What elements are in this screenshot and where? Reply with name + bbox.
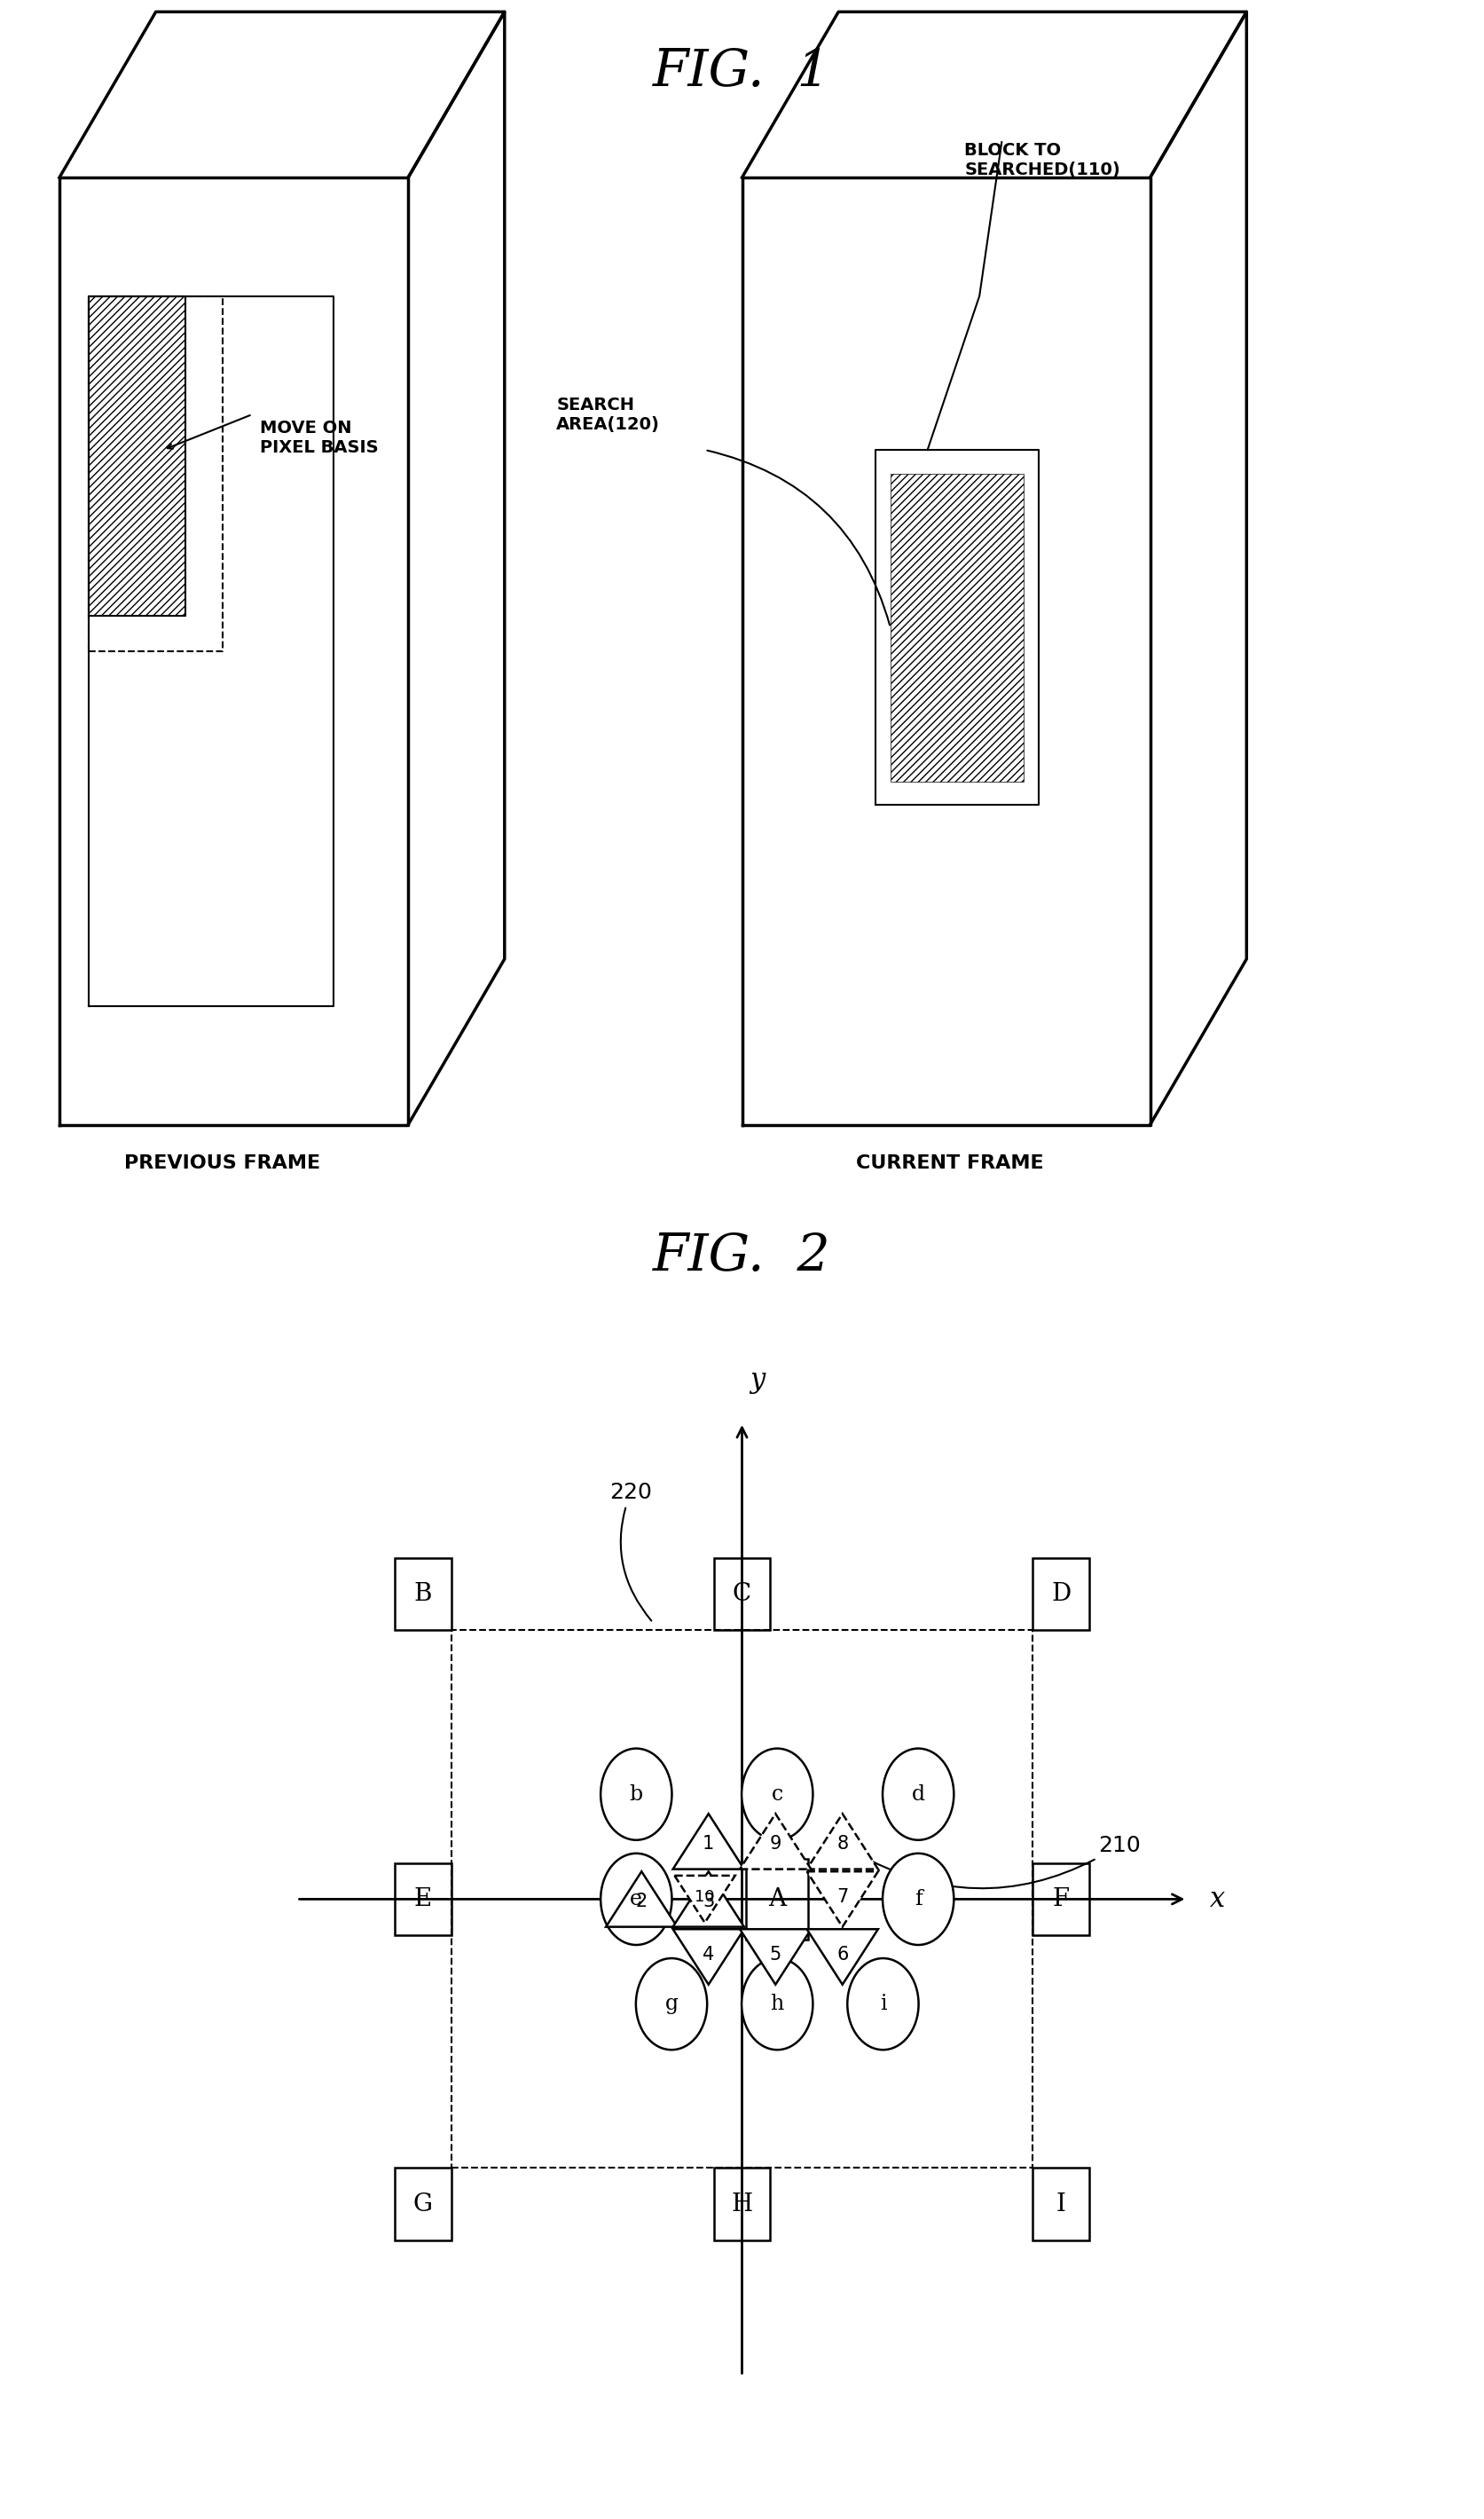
Text: 5: 5 <box>770 1945 782 1962</box>
Text: BLOCK TO
SEARCHED(110): BLOCK TO SEARCHED(110) <box>965 141 1120 179</box>
Text: C: C <box>733 1582 751 1607</box>
Text: MOVE ON
PIXEL BASIS: MOVE ON PIXEL BASIS <box>260 421 378 456</box>
Text: 6: 6 <box>837 1945 849 1962</box>
Bar <box>714 2169 770 2239</box>
Polygon shape <box>672 1930 743 1985</box>
Bar <box>746 1859 809 1940</box>
Text: 10: 10 <box>695 1889 715 1904</box>
Text: 220: 220 <box>610 1481 651 1620</box>
Bar <box>1033 1864 1089 1935</box>
Text: SEARCH
AREA(120): SEARCH AREA(120) <box>556 395 660 433</box>
Text: i: i <box>880 1995 886 2015</box>
Text: 210: 210 <box>855 1834 1141 1889</box>
Bar <box>395 1864 451 1935</box>
Circle shape <box>883 1748 954 1839</box>
Polygon shape <box>675 1877 735 1922</box>
Bar <box>395 1557 451 1630</box>
Text: y: y <box>749 1365 764 1393</box>
Text: A: A <box>769 1887 787 1912</box>
Circle shape <box>637 1957 708 2050</box>
Text: 7: 7 <box>837 1887 849 1904</box>
Text: FIG.  1: FIG. 1 <box>653 48 831 98</box>
Text: D: D <box>1051 1582 1071 1607</box>
Text: 3: 3 <box>702 1892 714 1909</box>
Text: G: G <box>413 2192 433 2217</box>
Text: e: e <box>631 1889 643 1909</box>
Text: 2: 2 <box>635 1892 647 1909</box>
Text: x: x <box>1209 1884 1224 1912</box>
Circle shape <box>742 1748 813 1839</box>
Text: f: f <box>914 1889 922 1909</box>
Text: E: E <box>414 1887 432 1912</box>
Circle shape <box>847 1957 919 2050</box>
Text: I: I <box>1057 2192 1066 2217</box>
Text: F: F <box>1052 1887 1070 1912</box>
Text: 9: 9 <box>770 1836 782 1854</box>
Bar <box>395 2169 451 2239</box>
Circle shape <box>601 1748 672 1839</box>
Text: g: g <box>665 1995 678 2015</box>
Text: d: d <box>911 1783 925 1804</box>
Polygon shape <box>807 1930 879 1985</box>
Circle shape <box>883 1854 954 1945</box>
Bar <box>1033 1557 1089 1630</box>
Text: 1: 1 <box>702 1836 714 1854</box>
Polygon shape <box>807 1872 879 1927</box>
Bar <box>1033 2169 1089 2239</box>
Polygon shape <box>89 295 186 615</box>
Polygon shape <box>741 1930 812 1985</box>
Text: B: B <box>414 1582 432 1607</box>
Circle shape <box>601 1854 672 1945</box>
Text: CURRENT FRAME: CURRENT FRAME <box>856 1154 1043 1171</box>
Text: c: c <box>772 1783 784 1804</box>
Polygon shape <box>741 1814 812 1869</box>
Text: 4: 4 <box>702 1945 714 1962</box>
Polygon shape <box>890 474 1024 781</box>
Circle shape <box>742 1957 813 2050</box>
Text: FIG.  2: FIG. 2 <box>653 1232 831 1282</box>
Polygon shape <box>672 1872 743 1927</box>
Polygon shape <box>672 1814 743 1869</box>
Text: H: H <box>732 2192 752 2217</box>
Text: b: b <box>629 1783 643 1804</box>
Bar <box>714 1557 770 1630</box>
Polygon shape <box>605 1872 677 1927</box>
Polygon shape <box>807 1814 879 1869</box>
Text: PREVIOUS FRAME: PREVIOUS FRAME <box>125 1154 321 1171</box>
Text: h: h <box>770 1995 784 2015</box>
Text: 8: 8 <box>837 1836 849 1854</box>
